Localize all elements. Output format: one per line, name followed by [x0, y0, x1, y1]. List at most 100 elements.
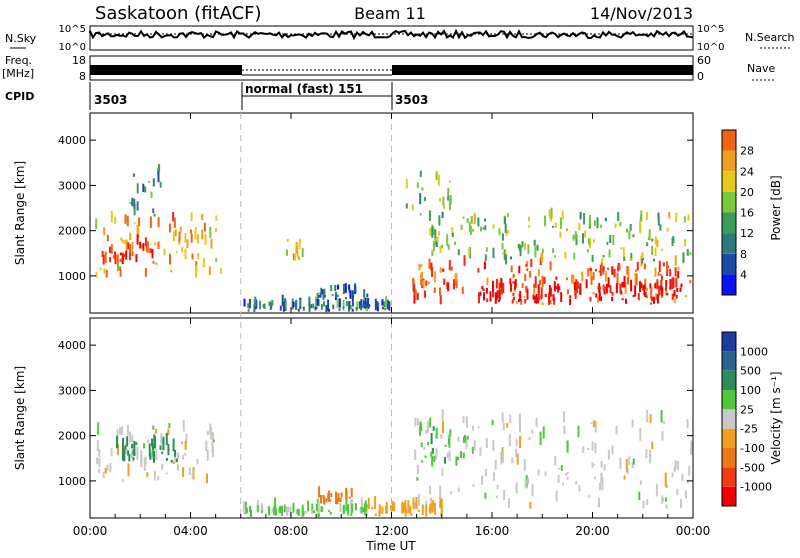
power-colorbar-tick-2: 12 — [740, 227, 754, 240]
power-cell-0-18 — [201, 213, 204, 221]
velocity-cell-0-60 — [140, 454, 143, 468]
power-colorbar-cell-2 — [722, 233, 736, 254]
velocity-cell-2-101 — [503, 490, 506, 500]
velocity-colorbar-cell-8 — [722, 332, 736, 352]
power-cell-4-50 — [671, 277, 674, 289]
power-cell-3-30 — [413, 288, 416, 297]
power-cell-3-65 — [509, 278, 512, 285]
velocity-cell-0-66 — [121, 426, 123, 435]
power-colorbar-cell-6 — [722, 150, 736, 172]
power-cell-4-91 — [676, 288, 679, 292]
cpid-segment-1: 3503 — [94, 93, 127, 107]
velocity-cell-6-28 — [268, 506, 270, 516]
power-cell-6-11 — [428, 210, 431, 221]
velocity-cell-6-35 — [305, 511, 308, 514]
power-cell-4-110 — [489, 291, 492, 302]
velocity-cell-0-32 — [206, 473, 208, 484]
velocity-cell-2-111 — [628, 456, 631, 466]
power-cell-4-86 — [555, 286, 558, 290]
velocity-cell-0-0 — [97, 422, 100, 435]
velocity-cell-1-14 — [170, 460, 173, 463]
power-cell-4-3 — [680, 283, 683, 288]
velocity-cell-2-38 — [457, 436, 460, 442]
power-cell-5-37 — [507, 229, 510, 234]
velocity-cell-1-33 — [167, 444, 170, 456]
power-cell-3-115 — [477, 268, 480, 273]
power-cell-9-17 — [367, 298, 369, 310]
power-cell-1-21 — [131, 241, 134, 251]
power-cell-3-137 — [455, 273, 458, 282]
power-cell-4-69 — [605, 283, 608, 294]
power-cell-5-129 — [689, 252, 692, 255]
velocity-cell-0-5 — [109, 463, 112, 473]
power-cell-3-150 — [677, 266, 680, 271]
power-cell-4-85 — [569, 295, 572, 299]
velocity-cell-4-20 — [339, 497, 342, 502]
power-cell-0-32 — [197, 234, 199, 244]
velocity-cell-6-46 — [313, 510, 315, 514]
power-cell-5-84 — [579, 211, 582, 220]
velocity-cell-2-130 — [527, 477, 530, 485]
power-cell-4-19 — [669, 279, 672, 290]
velocity-cell-0-37 — [172, 461, 175, 465]
velocity-cell-2-98 — [661, 495, 664, 504]
power-cell-5-75 — [492, 247, 495, 258]
velocity-cell-2-81 — [591, 462, 594, 468]
velocity-panel: 1000 2000 3000 4000 Slant Range [km] 1000 50… — [13, 317, 783, 519]
power-cell-5-133 — [596, 217, 599, 229]
power-cell-4-80 — [510, 283, 513, 292]
power-cell-5-36 — [528, 216, 530, 222]
power-cell-0-46 — [154, 242, 156, 246]
velocity-colorbar-cell-3 — [722, 428, 736, 448]
power-cell-4-15 — [603, 286, 606, 295]
power-cell-3-70 — [478, 292, 480, 304]
power-cell-5-134 — [498, 228, 501, 236]
velocity-cell-2-135 — [639, 428, 642, 441]
power-cell-5-1 — [534, 246, 537, 258]
velocity-cell-3-6 — [435, 427, 438, 438]
velocity-cell-5-24 — [434, 512, 437, 515]
power-cell-2-0 — [144, 186, 147, 193]
velocity-cell-2-21 — [558, 467, 561, 470]
velocity-cell-2-54 — [607, 449, 610, 460]
power-cell-5-145 — [462, 216, 465, 219]
power-colorbar-label: Power [dB] — [769, 175, 783, 240]
power-cell-9-77 — [385, 296, 388, 308]
power-cell-5-62 — [554, 255, 556, 258]
power-cell-1-18 — [110, 244, 113, 254]
power-cell-3-97 — [602, 266, 605, 272]
power-cell-3-23 — [520, 299, 523, 305]
power-cell-9-59 — [259, 300, 262, 310]
velocity-cell-2-22 — [416, 464, 419, 475]
velocity-cell-0-47 — [191, 470, 194, 478]
velocity-cell-6-15 — [271, 508, 274, 513]
velocity-cell-2-73 — [662, 420, 665, 424]
velocity-cell-0-13 — [182, 419, 185, 432]
freq-block-1 — [90, 65, 242, 75]
x-tick-label-3: 12:00 — [374, 524, 409, 538]
power-cell-0-54 — [103, 268, 106, 274]
power-colorbar-cell-7 — [722, 130, 736, 151]
nave-tick-top: 60 — [697, 54, 711, 67]
power-cell-5-127 — [661, 248, 664, 251]
power-cell-3-39 — [453, 279, 456, 289]
velocity-cell-6-50 — [360, 497, 363, 511]
power-cell-3-27 — [463, 255, 466, 266]
power-cell-0-0 — [209, 226, 212, 239]
velocity-cell-2-65 — [449, 491, 452, 495]
velocity-cell-5-29 — [429, 503, 432, 514]
velocity-cell-2-117 — [465, 416, 468, 426]
velocity-cell-5-26 — [417, 509, 420, 512]
power-cell-5-138 — [519, 246, 522, 257]
power-cell-3-55 — [590, 275, 593, 285]
power-cell-3-149 — [662, 262, 665, 267]
power-cell-1-11 — [112, 255, 115, 259]
power-cell-9-57 — [360, 306, 363, 311]
power-cell-0-33 — [136, 224, 139, 237]
power-cell-5-29 — [630, 253, 633, 261]
velocity-cell-5-19 — [374, 513, 377, 516]
velocity-cell-2-133 — [414, 449, 417, 460]
velocity-cell-2-139 — [578, 485, 581, 492]
power-cell-3-141 — [589, 267, 592, 271]
power-cell-5-122 — [541, 248, 544, 253]
